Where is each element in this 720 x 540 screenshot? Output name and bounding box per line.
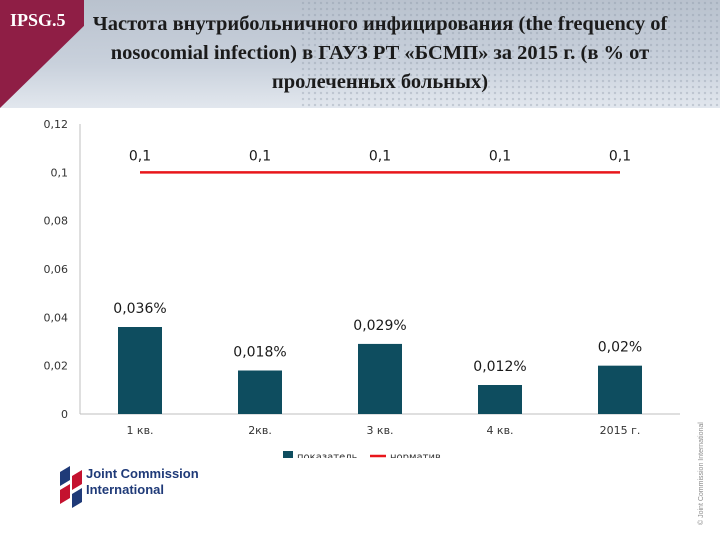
legend-label: норматив <box>390 452 441 458</box>
logo-line-2: International <box>86 482 165 497</box>
line-data-label: 0,1 <box>489 148 511 164</box>
y-tick-label: 0,04 <box>44 311 69 324</box>
line-data-label: 0,1 <box>129 148 151 164</box>
header-banner <box>0 0 720 108</box>
bar-data-label: 0,012% <box>473 359 526 375</box>
bar-data-label: 0,029% <box>353 318 406 334</box>
y-tick-label: 0,12 <box>44 118 69 131</box>
x-tick-label: 1 кв. <box>126 424 153 437</box>
x-tick-label: 4 кв. <box>486 424 513 437</box>
bar-data-label: 0,036% <box>113 301 166 317</box>
x-tick-label: 3 кв. <box>366 424 393 437</box>
y-tick-label: 0,02 <box>44 360 69 373</box>
logo-line-1: Joint Commission <box>86 466 199 481</box>
bar <box>358 343 402 414</box>
line-data-label: 0,1 <box>369 148 391 164</box>
bar <box>238 370 282 414</box>
line-data-label: 0,1 <box>249 148 271 164</box>
bar <box>118 327 162 414</box>
bar-data-label: 0,02% <box>598 340 642 356</box>
jci-logo-text: Joint Commission International <box>86 466 199 498</box>
jci-logo-icon <box>60 466 82 508</box>
y-tick-label: 0,1 <box>51 166 69 179</box>
x-tick-label: 2015 г. <box>600 424 641 437</box>
legend-swatch-bar <box>283 451 293 458</box>
copyright-note: © Joint Commission International <box>698 422 705 525</box>
legend-label: показатель <box>297 452 358 458</box>
x-tick-label: 2кв. <box>248 424 272 437</box>
y-tick-label: 0,06 <box>44 263 69 276</box>
bar-data-label: 0,018% <box>233 345 286 361</box>
line-data-label: 0,1 <box>609 148 631 164</box>
badge-label: IPSG.5 <box>10 10 66 30</box>
bar-line-chart: 0 0,02 0,04 0,06 0,08 0,1 0,12 0,036% 0,018% 0,02… <box>44 118 680 458</box>
bar <box>478 385 522 414</box>
world-map-pattern <box>300 0 720 108</box>
y-tick-label: 0 <box>61 408 68 421</box>
slide-title: Частота внутрибольничного инфицирования … <box>92 13 668 93</box>
bar <box>598 365 642 414</box>
y-tick-label: 0,08 <box>44 215 69 228</box>
